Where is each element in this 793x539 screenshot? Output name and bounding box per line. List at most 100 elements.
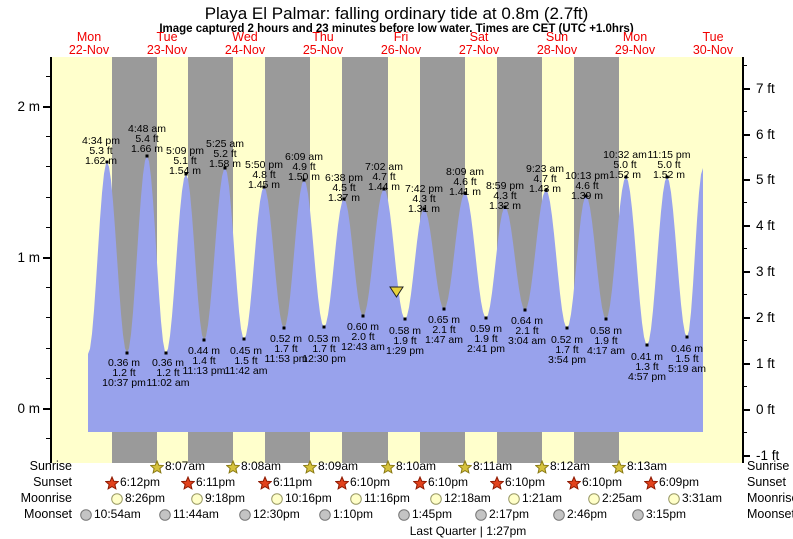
high-tide-annotation: 6:09 am 4.9 ft 1.50 m [272,151,336,183]
annotation-line: 11:15 pm [647,149,691,161]
moonset-circle [475,509,487,521]
sunrise-time: 8:10am [396,459,437,473]
sunset-star [413,476,427,490]
sunrise-time: 8:12am [550,459,591,473]
annotation-line: 1.31 m [407,203,441,215]
annotation-line: 1.37 m [327,192,361,204]
annotation-line: 0.36 m [107,357,141,369]
sunset-star-icon [335,476,349,490]
annotation-line: 4.9 ft [292,161,316,173]
right-axis-label: 7 ft [756,81,775,96]
sunrise-time: 8:13am [627,459,668,473]
sunrise-star-icon [150,460,164,474]
sunset-time: 6:12pm [120,475,161,489]
annotation-line: 6:09 am [285,151,323,163]
moonset-circle [80,509,92,521]
moonrise-circle-icon [588,493,600,505]
high-tide-annotation: 10:32 am 5.0 ft 1.52 m [593,150,657,181]
right-axis-label: 2 ft [756,310,775,325]
tide-extreme-dot [382,187,386,191]
day-date: 24-Nov [224,43,266,57]
annotation-line: 1.62 m [84,155,118,167]
annotation-line: 0.44 m [187,345,221,357]
day-label: Sat 27-Nov [444,31,514,57]
sunset-time: 6:10pm [505,475,546,489]
day-name: Sun [545,30,569,44]
sunrise-star-icon [381,460,395,474]
annotation-line: 1:29 pm [386,345,424,357]
right-axis-major-tick [743,409,750,411]
capture-note: Image captured 2 hours and 23 minutes be… [159,23,634,35]
sunrise-star-icon [535,460,549,474]
annotation-line: 0.41 m [630,351,664,363]
annotation-line: 5.0 ft [657,159,681,171]
annotation-line: 0.36 m [151,357,185,369]
annotation-line: 1.43 m [528,183,562,195]
annotation-line: 0.58 m [388,325,422,337]
moonset-time: 1:10pm [333,507,374,521]
left-axis-minor-tick [46,287,50,289]
day-date: 27-Nov [458,43,500,57]
moonset-circle [632,509,644,521]
tide-extreme-dot [645,343,649,347]
tide-extreme-dot [604,317,608,321]
moonrise-time: 1:21am [522,491,563,505]
day-date: 23-Nov [146,43,188,57]
moonrise-circle [430,493,442,505]
annotation-line: 1.5 ft [675,353,699,365]
moonrise-time: 3:31am [682,491,723,505]
annotation-line: 1.44 m [367,181,401,193]
annotation-line: 0.59 m [469,323,503,335]
annotation-line: 0.64 m [510,315,544,327]
annotation-line: 5.4 ft [135,133,159,145]
astro-row-label-left: Moonrise [20,491,72,505]
high-tide-annotation: 8:09 am 4.6 ft 1.41 m [433,167,497,198]
moonrise-time: 11:16pm [364,491,410,505]
tide-extreme-dot [685,335,689,339]
astro-row-label-right: Sunset [747,475,786,489]
high-tide-annotation: 4:34 pm 5.3 ft 1.62 m [69,136,133,167]
annotation-line: 11:13 pm [182,365,226,377]
left-axis-minor-tick [46,317,50,319]
right-axis-minor-tick [743,386,747,387]
annotation-line: 5.0 ft [613,159,637,171]
low-tide-annotation: 0.58 m 1.9 ft 1:29 pm [373,325,437,357]
low-tide-annotation: 0.36 m 1.2 ft 11:02 am [136,357,200,389]
left-axis-line [50,57,52,463]
right-axis-label: 0 ft [756,402,775,417]
moonrise-circle-icon [271,493,283,505]
day-name: Tue [702,30,724,44]
annotation-line: 1.39 m [570,190,604,202]
sunset-star-icon [258,476,272,490]
moonset-time: 11:44am [173,507,219,521]
low-tide-annotation: 0.60 m 2.0 ft 12:43 am [331,322,395,353]
low-tide-annotation: 0.46 m 1.5 ft 5:19 am [655,344,719,375]
low-tide-annotation: 0.52 m 1.7 ft 11:53 pm [254,334,318,365]
moonset-circle [239,509,251,521]
sunset-star [258,476,272,490]
annotation-line: 11:53 pm [264,353,308,365]
tide-extreme-dot [184,172,188,176]
annotation-line: 1.9 ft [474,333,498,345]
moonset-time: 10:54am [94,507,141,521]
tide-extreme-dot [125,351,129,355]
day-name: Mon [76,30,102,44]
day-label: Wed 24-Nov [210,31,280,57]
left-axis-minor-tick [46,377,50,379]
high-tide-annotation: 7:42 pm 4.3 ft 1.31 m [392,183,456,215]
sunset-star-icon [490,476,504,490]
right-axis-label: 4 ft [756,218,775,233]
annotation-line: 10:37 pm [102,377,146,389]
right-axis-major-tick [743,225,750,227]
annotation-line: 1.2 ft [112,367,136,379]
tide-curve-svg [88,154,703,432]
day-date: 26-Nov [380,43,422,57]
moonset-circle-icon [239,509,251,521]
tide-extreme-dot [523,308,527,312]
high-tide-annotation: 5:25 am 5.2 ft 1.58 m [193,139,257,170]
annotation-line: 0.45 m [229,345,263,357]
annotation-line: 4.6 ft [453,176,477,188]
annotation-line: 7:42 pm [405,183,443,195]
left-axis-label: 0 m [17,401,40,416]
